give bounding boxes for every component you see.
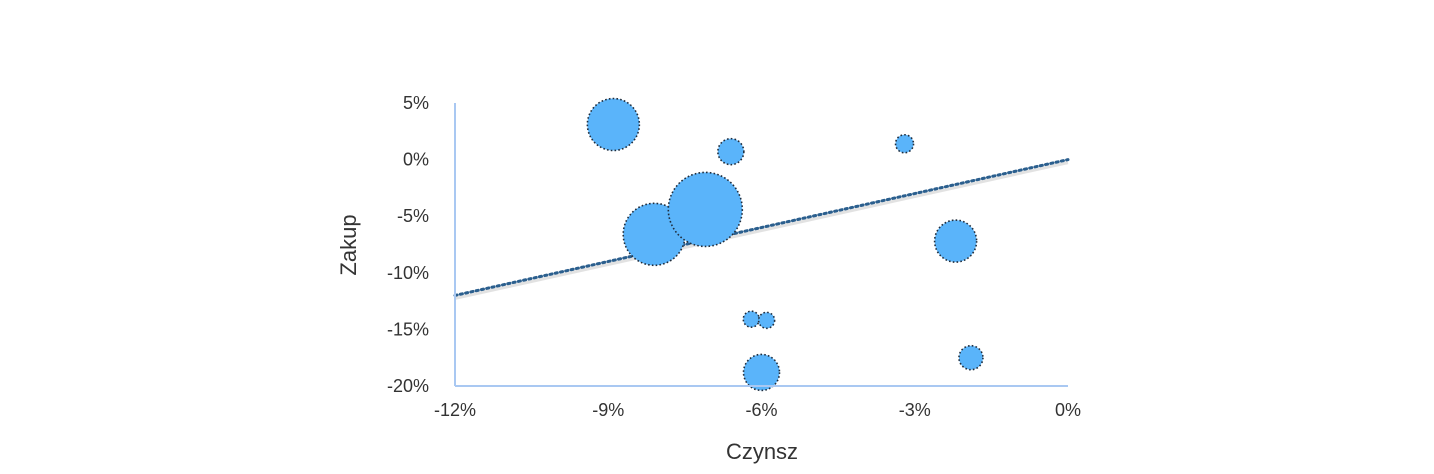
bubble-point <box>933 219 978 263</box>
bubble-point <box>717 137 745 166</box>
y-tick-label: -15% <box>387 319 429 339</box>
y-axis-title: Zakup <box>336 214 361 275</box>
y-tick-label: -10% <box>387 263 429 283</box>
trendline-layer <box>453 158 1070 300</box>
y-tick-label: 0% <box>403 150 429 170</box>
x-tick-label: -3% <box>899 400 931 420</box>
bubble-point <box>894 133 915 154</box>
x-tick-label: 0% <box>1055 400 1081 420</box>
bubble-point <box>667 171 744 248</box>
label-layer: -12% -9% -6% -3% 0% 5% 0% -5% -10% -15% -20% <box>387 93 1081 420</box>
bubble-point <box>742 353 781 392</box>
bubble-point <box>586 97 641 152</box>
trendline <box>453 158 1070 297</box>
bubble-layer <box>586 97 984 392</box>
trendline-shadow <box>454 161 1069 300</box>
y-tick-label: -5% <box>397 206 429 226</box>
axis-layer <box>454 103 1068 387</box>
bubble-point <box>757 311 776 330</box>
y-tick-label: 5% <box>403 93 429 113</box>
x-axis-title: Czynsz <box>726 439 798 464</box>
bubble-point <box>742 310 761 329</box>
bubble-point <box>958 344 984 371</box>
y-tick-label: -20% <box>387 376 429 396</box>
x-tick-label: -6% <box>745 400 777 420</box>
x-tick-label: -12% <box>434 400 476 420</box>
x-tick-label: -9% <box>592 400 624 420</box>
